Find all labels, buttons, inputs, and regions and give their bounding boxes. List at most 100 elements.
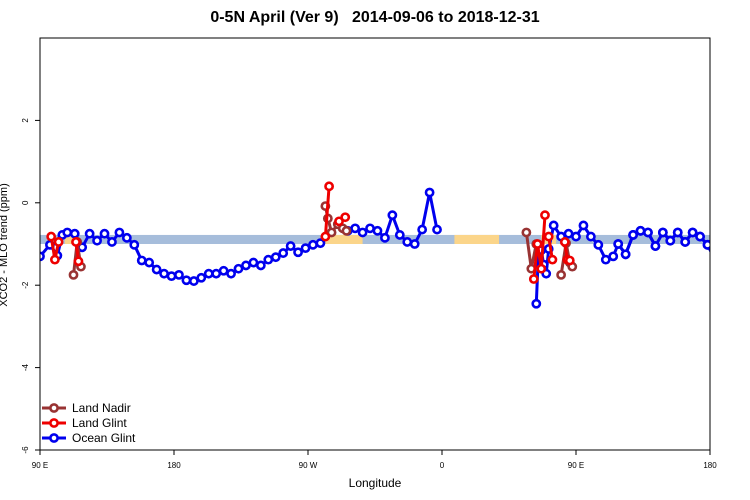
data-point (394, 230, 405, 240)
data-point (73, 256, 84, 267)
data-point (528, 274, 539, 284)
data-point (53, 237, 64, 247)
data-point (657, 227, 668, 238)
series-line (323, 186, 331, 237)
data-point (600, 254, 611, 265)
chart-title: 0-5N April (Ver 9) 2014-09-06 to 2018-12… (210, 9, 540, 26)
data-point (211, 268, 222, 279)
legend-swatch-point (49, 403, 59, 413)
data-point (608, 251, 619, 262)
data-point (650, 241, 661, 251)
band-highlight (64, 234, 78, 244)
data-point (341, 225, 352, 236)
data-point (532, 239, 543, 249)
data-point (278, 248, 289, 258)
data-point (702, 239, 710, 250)
data-point (270, 252, 281, 263)
data-point (726, 267, 733, 274)
data-point (62, 227, 73, 238)
x-tick-label: 90 E (568, 461, 584, 470)
data-point (121, 232, 132, 243)
data-point (324, 181, 334, 192)
data-point (357, 227, 368, 238)
data-point (340, 212, 351, 223)
data-point (680, 237, 691, 247)
y-tick-label: 2 (21, 118, 30, 123)
data-point (181, 275, 192, 286)
data-point (92, 235, 102, 246)
data-point (531, 298, 542, 309)
data-point (107, 237, 117, 247)
data-point (114, 227, 125, 238)
data-point (255, 260, 266, 271)
data-point (248, 257, 259, 268)
data-point (84, 228, 95, 239)
legend-item: Land Nadir (42, 401, 131, 415)
data-point (521, 227, 532, 238)
legend-item: Ocean Glint (42, 431, 136, 445)
reference-band (40, 234, 710, 244)
data-point (372, 225, 383, 236)
data-point (417, 224, 428, 235)
data-point (226, 268, 236, 279)
data-point (547, 254, 558, 265)
data-point (99, 228, 110, 239)
data-point (293, 247, 303, 258)
band-rect (40, 234, 710, 244)
data-point (159, 268, 169, 279)
legend-label: Land Glint (72, 416, 127, 430)
data-point (665, 235, 676, 246)
series-line (532, 215, 547, 280)
series-layer (40, 181, 748, 309)
data-point (635, 225, 646, 236)
data-point (719, 260, 726, 267)
x-axis-label: Longitude (348, 476, 402, 490)
legend-swatch-point (49, 433, 59, 443)
x-tick-label: 0 (440, 461, 445, 470)
y-tick-label: -2 (21, 281, 30, 289)
data-point (350, 223, 361, 234)
data-point (564, 255, 575, 266)
data-point (136, 255, 147, 266)
data-point (402, 237, 413, 247)
data-point (711, 256, 718, 263)
x-tick-label: 90 E (32, 461, 48, 470)
series-ocean-glint (40, 187, 748, 309)
band-highlight (454, 234, 500, 244)
data-point (308, 239, 318, 250)
data-point (300, 243, 311, 254)
data-point (263, 254, 274, 265)
data-point (540, 210, 550, 221)
data-point (536, 263, 547, 274)
data-point (734, 270, 741, 277)
data-point (672, 227, 683, 238)
data-point (380, 232, 390, 243)
y-tick-label: -6 (21, 446, 30, 454)
legend-label: Ocean Glint (72, 431, 136, 445)
data-point (365, 223, 375, 234)
y-tick-label: -4 (21, 363, 30, 371)
legend-item: Land Glint (42, 416, 127, 430)
data-point (233, 263, 244, 274)
data-point (741, 270, 748, 277)
data-point (69, 228, 80, 239)
data-point (424, 187, 435, 198)
data-point (548, 220, 559, 231)
data-point (218, 265, 229, 276)
band-highlight (325, 234, 363, 244)
data-point (559, 237, 570, 247)
data-point (151, 264, 162, 275)
data-point (620, 249, 631, 260)
data-point (593, 239, 604, 250)
axes: 90 E 180 90 W 0 90 E 180 -6 -4 -2 0 2 (21, 37, 717, 470)
data-point (387, 210, 398, 221)
data-point (578, 220, 589, 231)
data-point (144, 257, 155, 268)
y-tick-label: 0 (21, 200, 30, 205)
data-point (543, 231, 554, 242)
data-point (556, 269, 567, 280)
data-point (46, 231, 57, 242)
data-point (628, 230, 638, 240)
legend-label: Land Nadir (72, 401, 131, 415)
